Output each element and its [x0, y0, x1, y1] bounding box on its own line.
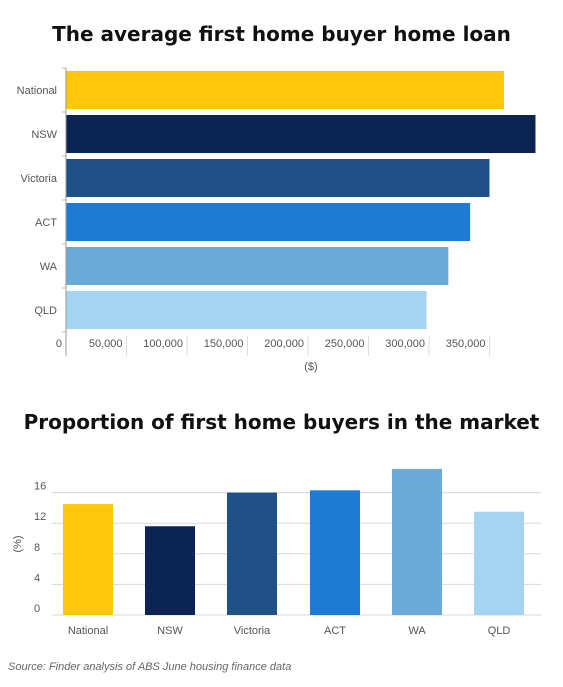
y-axis-label: (%): [12, 535, 24, 552]
bar-nsw: [145, 526, 195, 615]
bar-nsw: [66, 115, 536, 153]
bar-act: [310, 490, 360, 615]
x-axis-label: ($): [304, 361, 317, 373]
y-tick-label: 16: [34, 481, 46, 493]
category-label-victoria: Victoria: [21, 173, 58, 185]
x-tick-label: 50,000: [89, 338, 123, 350]
category-label-qld: QLD: [488, 625, 511, 637]
category-label-national: National: [17, 85, 57, 97]
home-loan-bar-chart: National NSW Victoria ACT WA QLD 0 50,000 100,00…: [17, 67, 536, 373]
bar-wa: [392, 468, 442, 615]
category-label-wa: WA: [408, 625, 426, 637]
category-label-act: ACT: [35, 217, 57, 229]
category-label-act: ACT: [324, 625, 346, 637]
x-tick-label: 350,000: [446, 338, 486, 350]
x-tick-label: 100,000: [143, 338, 183, 350]
bar-victoria: [227, 492, 277, 615]
chart-title-home-loan: The average first home buyer home loan: [52, 22, 511, 46]
bar-act: [66, 203, 471, 241]
y-tick-label: 12: [34, 511, 46, 523]
x-tick-label: 300,000: [385, 338, 425, 350]
category-label-nsw: NSW: [157, 625, 183, 637]
chart-title-proportion: Proportion of first home buyers in the m…: [23, 410, 540, 434]
bar-national: [63, 504, 113, 615]
category-label-national: National: [68, 625, 108, 637]
source-note: Source: Finder analysis of ABS June hous…: [8, 661, 292, 673]
proportion-bar-chart: 0 4 8 12 16 (%) National NSW Victoria ACT WA QLD: [12, 468, 541, 637]
category-label-qld: QLD: [34, 305, 57, 317]
bar-qld: [66, 291, 427, 329]
x-tick-label: 250,000: [325, 338, 365, 350]
bar-victoria: [66, 159, 490, 197]
y-tick-label: 8: [34, 542, 40, 554]
y-tick-label: 4: [34, 572, 40, 584]
category-label-victoria: Victoria: [234, 625, 271, 637]
x-tick-label: 0: [56, 338, 62, 350]
bar-wa: [66, 247, 449, 285]
x-tick-label: 200,000: [264, 338, 304, 350]
x-tick-label: 150,000: [204, 338, 244, 350]
category-label-nsw: NSW: [31, 129, 57, 141]
y-tick-label: 0: [34, 603, 40, 615]
category-label-wa: WA: [40, 261, 58, 273]
bar-national: [66, 71, 505, 109]
bar-qld: [474, 511, 524, 615]
